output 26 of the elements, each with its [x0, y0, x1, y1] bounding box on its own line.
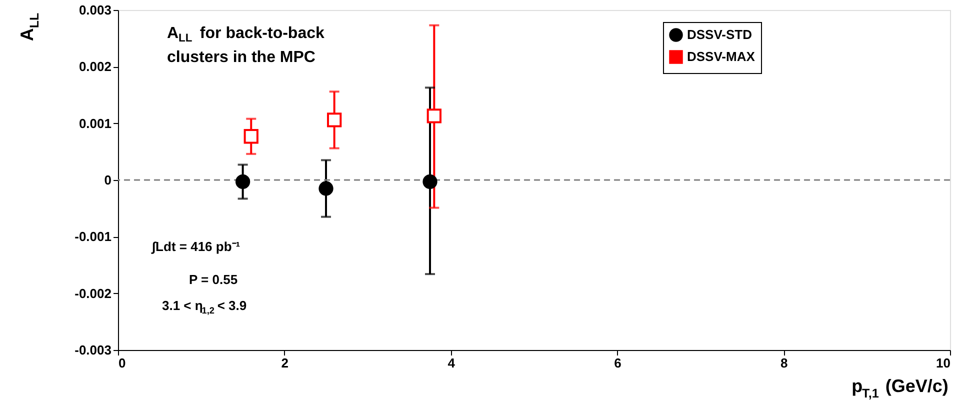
point: [422, 174, 438, 190]
point: [426, 108, 442, 124]
annotation: ∫Ldt = 416 pb⁻¹: [151, 239, 240, 254]
y-tick-label: -0.001: [74, 229, 112, 244]
point: [244, 129, 258, 144]
y-tick-label: -0.002: [74, 286, 112, 301]
y-tick-label: -0.003: [74, 342, 112, 358]
point: [326, 112, 342, 128]
x-tick-label: 2: [281, 356, 289, 370]
x-tick-label: 6: [614, 356, 622, 370]
text: ALL: [17, 12, 42, 42]
annotation: clusters in the MPC: [167, 49, 316, 66]
y-tick-label: 0.002: [78, 59, 112, 74]
point: [318, 181, 334, 196]
y-tick-label: 0.003: [78, 2, 112, 18]
point: [235, 174, 250, 190]
legend-label: DSSV-STD: [687, 27, 752, 42]
legend-label: DSSV-MAX: [687, 49, 756, 64]
annotation: P = 0.55: [189, 272, 238, 287]
x-tick-label: 10: [936, 356, 950, 370]
x-tick-label: 8: [780, 356, 788, 370]
y-tick-label: 0: [104, 172, 112, 188]
x-tick-label: 0: [118, 356, 126, 370]
text: for back-to-back: [200, 25, 324, 42]
x-tick-label: 4: [448, 356, 456, 370]
y-tick-label: 0.001: [78, 116, 112, 131]
